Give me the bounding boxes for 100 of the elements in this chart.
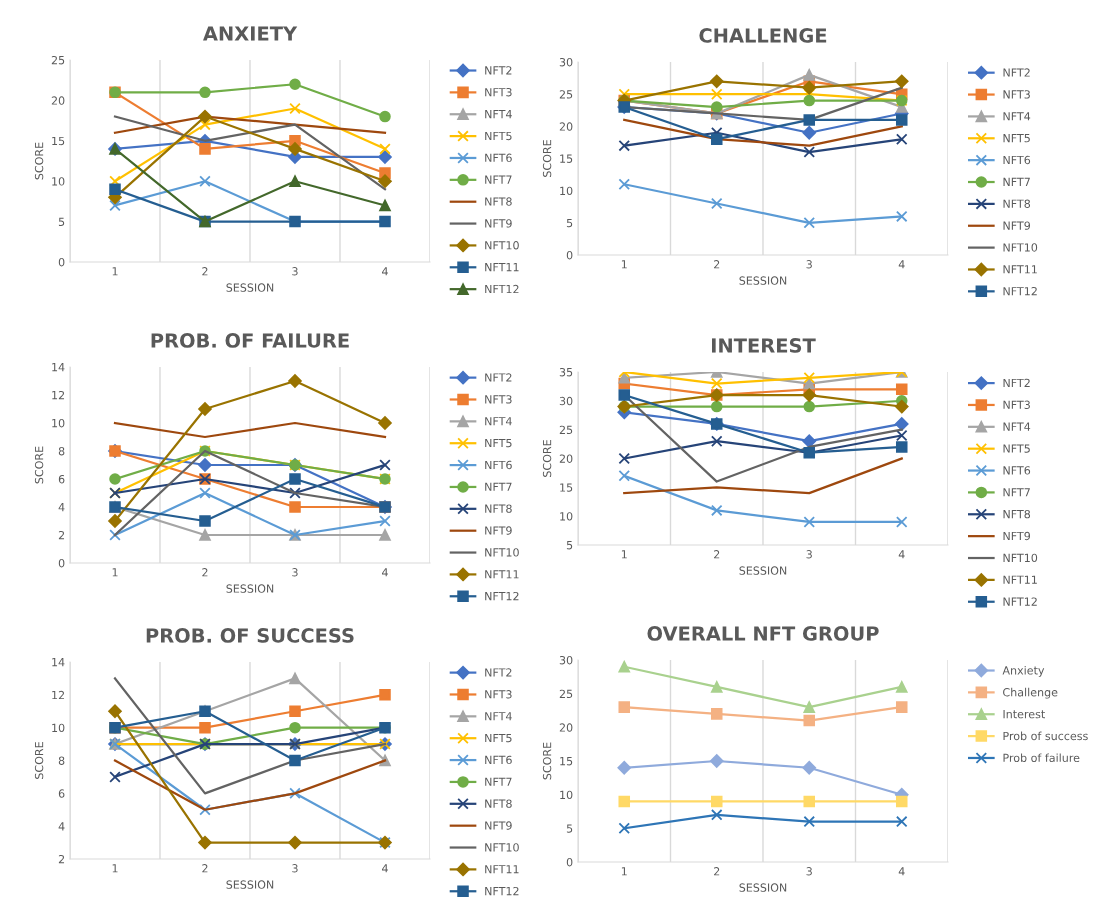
y-tick-label: 20 — [559, 122, 573, 131]
x-tick-label: 2 — [714, 867, 720, 876]
x-axis-title: SESSION — [226, 584, 274, 593]
y-tick-label: 30 — [559, 396, 573, 406]
legend-label: NFT4 — [1003, 422, 1031, 431]
y-tick-label: 0 — [566, 250, 573, 260]
legend-label: NFT8 — [1003, 199, 1031, 208]
legend-label: NFT7 — [1003, 488, 1030, 497]
y-tick-label: 15 — [560, 483, 573, 492]
y-tick-label: 15 — [560, 154, 573, 163]
legend-label: NFT11 — [485, 865, 519, 874]
legend-label: NFT4 — [485, 417, 512, 426]
legend-label: NFT12 — [1003, 286, 1037, 296]
legend-label: NFT6 — [485, 460, 512, 470]
x-tick-label: 1 — [112, 568, 118, 577]
y-axis-title: SCORE — [542, 742, 552, 780]
y-tick-label: 15 — [560, 757, 573, 766]
legend-label: NFT4 — [1003, 112, 1031, 121]
y-tick-label: 20 — [559, 723, 573, 732]
y-tick-label: 10 — [560, 790, 573, 800]
legend-label: NFT10 — [485, 241, 519, 250]
legend-label: NFT8 — [485, 197, 512, 206]
y-tick-label: 5 — [566, 541, 573, 550]
y-tick-label: 25 — [559, 689, 573, 699]
x-tick-label: 2 — [202, 267, 208, 276]
chart-title: INTEREST — [712, 338, 816, 353]
legend-label: NFT9 — [485, 219, 512, 228]
legend-label: NFT11 — [485, 570, 519, 579]
x-tick-label: 3 — [806, 867, 812, 876]
legend-label: NFT5 — [1003, 134, 1030, 143]
x-tick-label: 2 — [714, 550, 720, 559]
y-tick-label: 2 — [58, 854, 65, 864]
x-tick-label: 3 — [806, 550, 812, 559]
legend-label: NFT10 — [485, 843, 519, 852]
x-axis-title: SESSION — [226, 880, 274, 889]
legend-label: Anxiety — [1002, 665, 1045, 677]
y-tick-label: 0 — [58, 257, 65, 267]
legend-label: NFT7 — [485, 777, 512, 786]
y-tick-label: 10 — [52, 723, 65, 733]
x-tick-label: 3 — [292, 568, 298, 577]
legend-label: NFT10 — [485, 548, 519, 557]
legend-label: NFT2 — [1003, 378, 1030, 387]
legend-label: NFT3 — [485, 395, 512, 404]
y-axis-title: SCORE — [34, 446, 44, 484]
legend-label: NFT8 — [1003, 509, 1031, 519]
y-tick-label: 15 — [52, 136, 65, 146]
legend-label: NFT2 — [485, 668, 512, 677]
legend-label: NFT10 — [1003, 243, 1038, 252]
y-tick-label: 20 — [559, 454, 573, 463]
y-tick-label: 5 — [566, 824, 573, 833]
legend-label: NFT11 — [1003, 575, 1037, 584]
x-axis-title: SESSION — [739, 883, 787, 892]
legend-label: Interest — [1003, 710, 1045, 719]
y-tick-label: 30 — [559, 655, 573, 665]
y-tick-label: 8 — [58, 756, 65, 765]
y-tick-label: 12 — [52, 390, 65, 400]
legend-label: NFT4 — [485, 110, 512, 119]
x-tick-label: 1 — [112, 864, 118, 873]
y-tick-label: 25 — [51, 55, 65, 65]
y-tick-label: 25 — [559, 425, 573, 435]
y-axis-title: SCORE — [34, 742, 44, 779]
legend-label: NFT2 — [485, 66, 512, 75]
legend-label: NFT9 — [1003, 531, 1031, 541]
chart-title: OVERALL NFT GROUP — [647, 626, 879, 641]
legend-label: NFT10 — [1003, 553, 1038, 563]
legend-label: NFT9 — [1003, 221, 1031, 230]
y-tick-label: 12 — [52, 690, 65, 700]
y-tick-label: 14 — [52, 363, 65, 372]
legend-label: NFT9 — [485, 821, 512, 830]
y-axis-title: SCORE — [542, 440, 552, 477]
y-tick-label: 5 — [566, 218, 573, 228]
x-tick-label: 4 — [898, 260, 905, 269]
y-axis-title: SCORE — [542, 140, 552, 177]
y-tick-label: 2 — [58, 530, 65, 540]
chart-title: PROB. OF SUCCESS — [146, 628, 354, 643]
legend-label: NFT11 — [485, 263, 519, 272]
legend-label: NFT8 — [485, 799, 512, 808]
chart-title: PROB. OF FAILURE — [151, 333, 349, 348]
x-tick-label: 3 — [292, 267, 298, 276]
x-tick-label: 3 — [292, 864, 298, 873]
y-tick-label: 10 — [52, 418, 65, 428]
chart-title: CHALLENGE — [699, 28, 827, 43]
y-tick-label: 0 — [58, 558, 65, 568]
y-tick-label: 10 — [560, 512, 573, 521]
legend-label: NFT7 — [485, 175, 512, 184]
legend-label: NFT12 — [485, 284, 519, 294]
legend-label: NFT7 — [485, 482, 512, 491]
x-axis-title: SESSION — [226, 283, 274, 292]
chart-title: ANXIETY — [203, 26, 298, 41]
y-tick-label: 6 — [58, 474, 65, 484]
x-tick-label: 1 — [621, 260, 627, 269]
legend-label: NFT6 — [485, 755, 512, 765]
legend-label: NFT3 — [485, 88, 512, 97]
x-tick-label: 1 — [621, 867, 627, 876]
x-tick-label: 2 — [202, 864, 208, 873]
y-tick-label: 5 — [58, 217, 65, 226]
y-tick-label: 10 — [52, 177, 65, 186]
x-tick-label: 4 — [898, 867, 905, 876]
x-tick-label: 4 — [382, 568, 388, 577]
y-tick-label: 20 — [51, 96, 65, 105]
